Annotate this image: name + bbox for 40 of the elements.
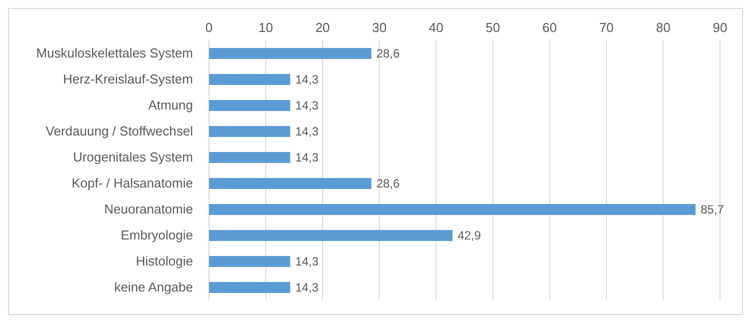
y-tick-label: keine Angabe: [114, 280, 193, 295]
y-tick-label: Embryologie: [120, 228, 193, 243]
bar: [209, 282, 290, 293]
data-label: 28,6: [376, 46, 400, 60]
bar: [209, 230, 453, 241]
data-label: 14,3: [295, 98, 319, 112]
y-tick-label: Urogenitales System: [73, 150, 193, 165]
y-tick-label: Kopf- / Halsanatomie: [72, 176, 193, 191]
y-tick-label: Herz-Kreislauf-System: [62, 72, 193, 87]
x-tick-label: 80: [656, 20, 670, 35]
data-label: 14,3: [295, 124, 319, 138]
data-label: 14,3: [295, 280, 319, 294]
bar: [209, 178, 372, 189]
x-tick-label: 10: [258, 20, 274, 35]
data-label: 14,3: [295, 72, 319, 86]
x-tick-label: 0: [205, 20, 213, 35]
x-tick-label: 90: [712, 20, 728, 35]
data-label: 28,6: [376, 176, 400, 190]
x-tick-label: 40: [428, 20, 444, 35]
x-tick-label: 50: [486, 20, 500, 35]
bar: [209, 100, 290, 111]
bar: [209, 256, 290, 267]
x-tick-label: 70: [599, 20, 614, 35]
bar: [209, 48, 372, 59]
data-label: 14,3: [295, 150, 319, 164]
y-tick-label: Atmung: [148, 98, 193, 113]
bar: [209, 74, 290, 85]
x-tick-label: 20: [315, 20, 330, 35]
y-tick-label: Histologie: [136, 254, 193, 269]
x-tick-label: 60: [542, 20, 557, 35]
y-tick-label: Muskuloskelettales System: [36, 46, 193, 61]
y-tick-label: Verdauung / Stoffwechsel: [46, 124, 194, 139]
bar: [209, 152, 290, 163]
y-tick-label: Neuoranatomie: [104, 202, 193, 217]
bar: [209, 126, 290, 137]
data-label: 85,7: [700, 202, 724, 216]
data-label: 42,9: [458, 228, 482, 242]
bar: [209, 204, 696, 215]
x-tick-label: 30: [372, 20, 387, 35]
data-label: 14,3: [295, 254, 319, 268]
